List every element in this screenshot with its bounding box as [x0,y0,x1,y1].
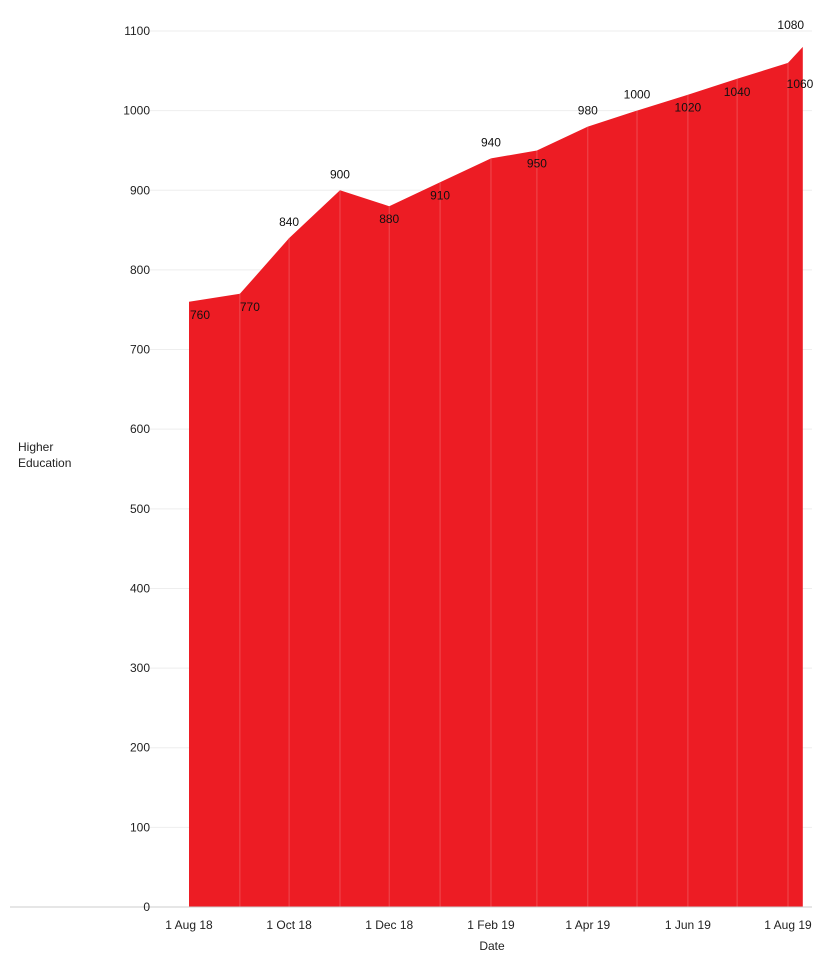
data-label: 980 [578,104,598,118]
data-label: 880 [379,212,399,226]
y-tick-label: 0 [143,900,150,914]
x-tick-label: 1 Aug 19 [764,918,812,932]
y-tick-label: 200 [130,741,150,755]
y-tick-label: 900 [130,183,150,197]
y-tick-labels: 0 100 200 300 400 500 600 700 800 900 1000 1100 [123,24,150,914]
data-label: 900 [330,167,350,181]
x-tick-label: 1 Oct 18 [266,918,312,932]
y-tick-label: 700 [130,343,150,357]
y-tick-label: 300 [130,661,150,675]
data-label: 840 [279,215,299,229]
data-labels: 760 770 840 900 880 910 940 950 980 1000 1020 1040 1… [190,18,814,322]
x-axis-title: Date [479,939,505,953]
data-label: 770 [240,300,260,314]
area-series [189,46,803,907]
data-label: 1020 [675,101,702,115]
y-tick-label: 1000 [123,104,150,118]
x-tick-label: 1 Jun 19 [665,918,711,932]
y-tick-label: 500 [130,502,150,516]
x-tick-label: 1 Feb 19 [467,918,515,932]
data-label: 1040 [724,85,751,99]
x-tick-labels: 1 Aug 18 1 Oct 18 1 Dec 18 1 Feb 19 1 Apr 19… [165,918,812,932]
y-tick-label: 600 [130,422,150,436]
data-label: 910 [430,188,450,202]
y-tick-label: 1100 [124,24,150,38]
x-tick-label: 1 Apr 19 [565,918,610,932]
y-tick-label: 400 [130,581,150,595]
data-label: 950 [527,156,547,170]
x-tick-label: 1 Dec 18 [365,918,413,932]
y-axis-title: Higher Education [18,440,71,470]
data-label: 940 [481,135,501,149]
data-label: 1060 [787,77,814,91]
area-fill [189,46,803,907]
y-axis-title-line: Higher [18,440,53,454]
y-axis-title-line: Education [18,456,71,470]
period-separators [239,62,789,907]
y-tick-label: 800 [130,263,150,277]
x-tick-label: 1 Aug 18 [165,918,213,932]
data-label: 1000 [624,88,651,102]
y-tick-label: 100 [130,820,150,834]
data-label: 760 [190,308,210,322]
data-label: 1080 [777,18,804,32]
